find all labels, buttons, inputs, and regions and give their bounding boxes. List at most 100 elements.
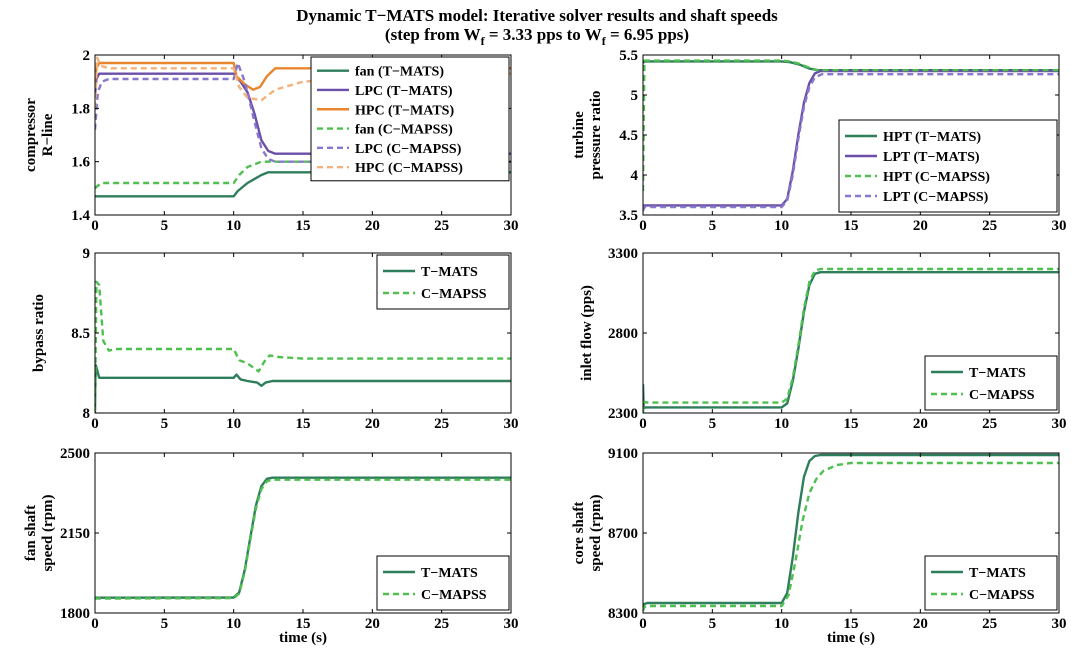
legend: HPT (T−MATS) LPT (T−MATS) HPT (C−MAPSS) LPT… [838, 119, 1058, 213]
y-axis-label-line: bypass ratio [31, 294, 47, 372]
legend-box [376, 555, 510, 611]
x-tick-label: 5 [161, 218, 169, 234]
x-tick-label: 15 [296, 416, 311, 432]
series-line-turbine-pressure-ratio-0 [643, 60, 1059, 72]
x-tick-label: 15 [296, 218, 311, 234]
y-tick-label: 1.8 [71, 101, 90, 117]
legend: T−MATS C−MAPSS [924, 555, 1058, 611]
x-tick-label: 5 [161, 416, 169, 432]
legend-entry: HPC (C−MAPSS) [355, 161, 463, 176]
subplot-bypass-ratio: 0 5 10 15 20 25 30 8 8.5 9 bypass ratio T−MATS C−MAP… [31, 246, 519, 432]
y-tick-label: 8700 [608, 526, 638, 542]
y-tick-label: 9 [83, 246, 91, 262]
series-line-inlet-flow-1 [643, 267, 1059, 413]
x-tick-label: 5 [161, 616, 169, 632]
legend-entry: LPC (T−MATS) [355, 84, 453, 99]
legend-entry: T−MATS [421, 265, 478, 280]
y-tick-label: 1800 [60, 606, 90, 622]
subplot-compressor-rline: 0 5 10 15 20 25 30 1.4 1.6 1.8 2 compressorR−line fa… [23, 48, 519, 234]
legend-entry: HPT (C−MAPSS) [883, 170, 990, 185]
y-tick-label: 5 [631, 88, 639, 104]
y-axis-label-line: inlet flow (pps) [579, 285, 595, 381]
legend-entry: LPC (C−MAPSS) [355, 142, 462, 157]
series-line-compressor-rline-3 [95, 160, 511, 190]
x-tick-label: 20 [365, 616, 380, 632]
legend-box [924, 555, 1058, 611]
x-tick-label: 15 [844, 616, 859, 632]
series-line-turbine-pressure-ratio-2 [643, 59, 1059, 192]
y-axis-label: turbinepressure ratio [571, 90, 604, 179]
series-line-turbine-pressure-ratio-1 [643, 69, 1059, 208]
legend-entry: C−MAPSS [969, 388, 1035, 403]
title-subscript-2: f [602, 34, 607, 48]
x-tick-label: 25 [434, 616, 449, 632]
x-tick-label: 30 [504, 416, 519, 432]
x-tick-label: 30 [504, 218, 519, 234]
x-tick-label: 15 [844, 218, 859, 234]
x-tick-label: 0 [639, 616, 647, 632]
y-axis-label-line: R−line [40, 113, 56, 156]
legend-entry: C−MAPSS [969, 588, 1035, 603]
x-tick-label: 25 [982, 416, 997, 432]
series-line-core-shaft-speed-0 [643, 453, 1059, 607]
x-tick-label: 10 [774, 218, 789, 234]
y-axis-label-line: speed (rpm) [40, 494, 56, 571]
x-axis-label: time (s) [827, 630, 875, 646]
legend: T−MATS C−MAPSS [924, 355, 1058, 411]
x-tick-label: 5 [709, 616, 717, 632]
x-tick-label: 0 [91, 416, 99, 432]
title-subscript-1: f [481, 34, 486, 48]
x-tick-label: 10 [774, 616, 789, 632]
legend-entry: T−MATS [969, 566, 1026, 581]
title-mid: = 3.33 pps to W [485, 25, 602, 44]
series-line-fan-shaft-speed-1 [95, 478, 511, 600]
series-line-compressor-rline-4 [95, 61, 511, 163]
legend-entry: C−MAPSS [421, 588, 487, 603]
legend: T−MATS C−MAPSS [376, 555, 510, 611]
y-axis-label-line: fan shaft [23, 505, 39, 561]
y-tick-label: 5.5 [619, 48, 638, 64]
series-line-compressor-rline-0 [95, 171, 511, 198]
x-tick-label: 10 [226, 218, 241, 234]
legend-entry: LPT (T−MATS) [883, 150, 980, 165]
x-tick-label: 0 [639, 218, 647, 234]
legend-box [924, 355, 1058, 411]
series-line-core-shaft-speed-1 [643, 461, 1059, 612]
series-line-bypass-ratio-0 [95, 363, 511, 410]
x-tick-label: 0 [91, 218, 99, 234]
legend-entry: HPT (T−MATS) [883, 130, 981, 145]
y-tick-label: 2300 [608, 406, 638, 422]
y-tick-label: 2800 [608, 326, 638, 342]
y-tick-label: 1.4 [71, 208, 90, 224]
subplot-turbine-pressure-ratio: 0 5 10 15 20 25 30 3.5 4 4.5 5 5.5 turbinepressure r… [571, 48, 1067, 234]
y-tick-label: 8.5 [71, 326, 90, 342]
y-tick-label: 8300 [608, 606, 638, 622]
y-tick-label: 1.6 [71, 155, 90, 171]
legend-entry: T−MATS [969, 366, 1026, 381]
x-tick-label: 20 [913, 218, 928, 234]
x-tick-label: 10 [226, 616, 241, 632]
y-tick-label: 8 [83, 406, 91, 422]
legend: T−MATS C−MAPSS [376, 254, 510, 310]
legend-entry: HPC (T−MATS) [355, 103, 454, 118]
legend-entry: T−MATS [421, 566, 478, 581]
x-tick-label: 25 [434, 218, 449, 234]
subplot-core-shaft-speed: 0 5 10 15 20 25 30 8300 8700 9100 core shaftspeed … [571, 446, 1067, 646]
y-axis-label: compressorR−line [23, 98, 56, 172]
x-tick-label: 0 [91, 616, 99, 632]
legend-entry: fan (C−MAPSS) [355, 123, 453, 138]
subplot-fan-shaft-speed: 0 5 10 15 20 25 30 1800 2150 2500 fan shaftspeed (… [23, 446, 519, 646]
subplot-inlet-flow: 0 5 10 15 20 25 30 2300 2800 3300 inlet flow (pps)… [579, 246, 1067, 432]
x-tick-label: 20 [365, 218, 380, 234]
y-axis-label: fan shaftspeed (rpm) [23, 494, 56, 571]
x-tick-label: 25 [982, 616, 997, 632]
x-tick-label: 25 [434, 416, 449, 432]
x-tick-label: 30 [504, 616, 519, 632]
legend-entry: LPT (C−MAPSS) [883, 190, 989, 205]
x-tick-label: 30 [1052, 616, 1067, 632]
x-tick-label: 30 [1052, 218, 1067, 234]
series-line-turbine-pressure-ratio-3 [643, 73, 1059, 212]
series-line-bypass-ratio-1 [95, 280, 511, 413]
y-axis-label-line: pressure ratio [588, 90, 604, 179]
x-tick-label: 15 [296, 616, 311, 632]
